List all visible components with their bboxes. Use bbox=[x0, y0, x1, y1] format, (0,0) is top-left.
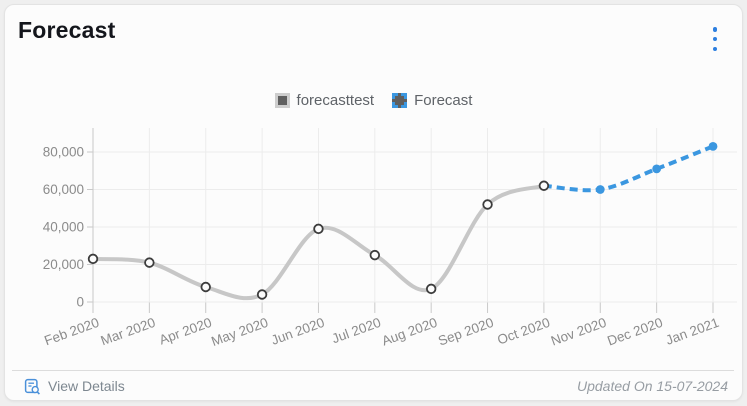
data-point-marker bbox=[313, 223, 324, 235]
updated-on-text: Updated On 15-07-2024 bbox=[577, 378, 728, 394]
chart-legend: forecasttest Forecast bbox=[5, 89, 742, 111]
data-point-marker bbox=[425, 283, 437, 295]
data-point-marker bbox=[200, 281, 211, 293]
x-axis-label: Jan 2021 bbox=[664, 315, 721, 348]
kebab-dot bbox=[712, 36, 718, 42]
x-axis-label: Jun 2020 bbox=[269, 315, 326, 348]
data-point-marker bbox=[144, 257, 155, 268]
data-point-marker bbox=[87, 253, 99, 265]
view-details-link[interactable]: View Details bbox=[24, 378, 125, 395]
x-axis-label: Dec 2020 bbox=[605, 315, 664, 349]
x-axis-label: Mar 2020 bbox=[99, 315, 158, 349]
x-axis-label: Apr 2020 bbox=[157, 315, 214, 348]
x-axis-label: Feb 2020 bbox=[42, 315, 101, 349]
legend-label: forecasttest bbox=[296, 91, 375, 109]
data-point-marker bbox=[482, 199, 493, 210]
forecast-point-marker bbox=[652, 164, 662, 174]
x-axis-label: Sep 2020 bbox=[436, 315, 495, 349]
kebab-dot bbox=[712, 46, 718, 51]
x-axis-label: Jul 2020 bbox=[330, 315, 383, 347]
y-axis-label: 20,000 bbox=[43, 257, 84, 272]
data-point-marker bbox=[369, 249, 381, 261]
report-search-icon bbox=[24, 378, 40, 395]
x-axis-label: Oct 2020 bbox=[495, 315, 552, 348]
data-point-marker bbox=[538, 180, 550, 191]
x-axis-label: May 2020 bbox=[209, 315, 270, 349]
series-line-forecast bbox=[543, 144, 714, 193]
kebab-dot bbox=[712, 27, 718, 32]
y-axis-label: 40,000 bbox=[43, 220, 84, 235]
forecast-dashed-marker-icon bbox=[392, 92, 408, 108]
legend-item-forecast[interactable]: Forecast bbox=[392, 92, 472, 109]
legend-label: Forecast bbox=[414, 91, 473, 109]
x-axis-label: Aug 2020 bbox=[380, 315, 439, 349]
forecast-point-marker bbox=[708, 141, 718, 151]
forecast-card: Forecast forecasttest Forecast Feb 2020 Ma… bbox=[4, 4, 743, 401]
card-footer: View Details Updated On 15-07-2024 bbox=[12, 370, 734, 399]
y-axis-label: 0 bbox=[76, 295, 84, 310]
kebab-menu-icon[interactable] bbox=[706, 27, 724, 51]
card-title: Forecast bbox=[18, 17, 116, 43]
legend-item-forecasttest[interactable]: forecasttest bbox=[274, 91, 375, 109]
data-point-marker bbox=[256, 289, 268, 300]
y-axis-label: 60,000 bbox=[43, 182, 84, 197]
x-axis-label: Nov 2020 bbox=[549, 315, 608, 349]
y-axis-label: 80,000 bbox=[43, 145, 84, 160]
forecast-point-marker bbox=[595, 185, 605, 194]
series-square-marker-icon bbox=[274, 92, 290, 108]
view-details-label: View Details bbox=[48, 378, 125, 394]
